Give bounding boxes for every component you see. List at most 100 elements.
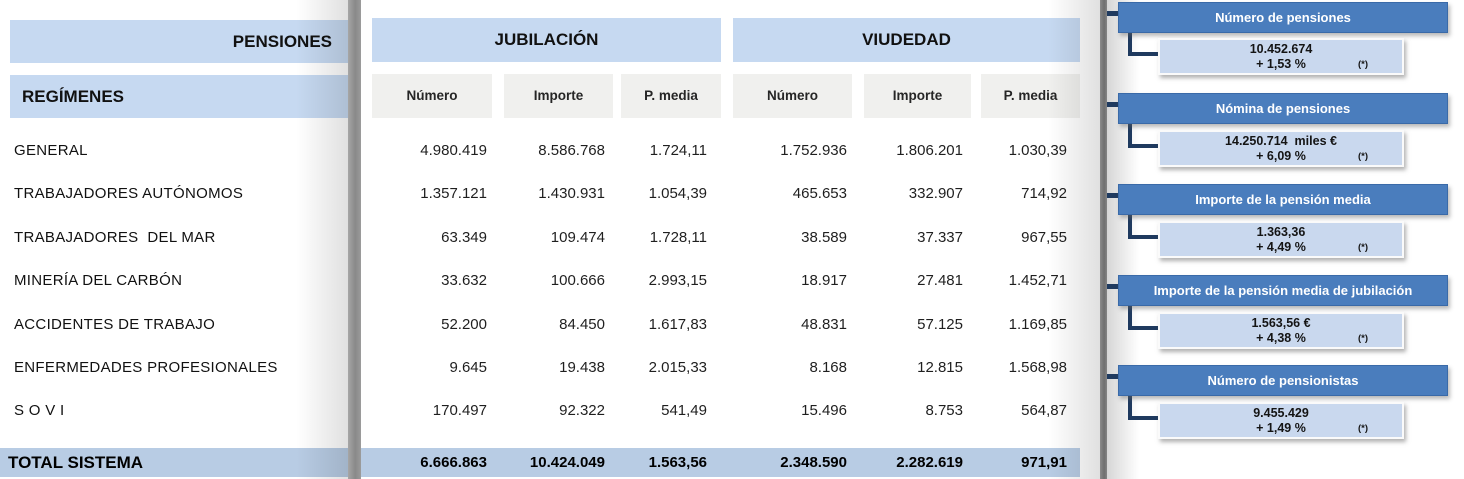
connector-elbow-horizontal <box>1128 52 1158 56</box>
summary-panel-title: Importe de la pensión media de jubilació… <box>1118 275 1448 306</box>
table-cell: 564,87 <box>1021 402 1067 420</box>
total-row-band-left <box>0 448 348 477</box>
connector-elbow-vertical <box>1128 305 1132 330</box>
table-cell: 1.724,11 <box>649 142 707 159</box>
total-row-band-middle <box>361 448 1080 477</box>
table-cell: 63.349 <box>441 228 487 246</box>
table-cell: 1.617,83 <box>648 315 707 333</box>
table-cell: 92.322 <box>559 402 605 420</box>
table-cell: 2.993,15 <box>648 272 707 290</box>
summary-footnote: (*) <box>1357 423 1368 434</box>
summary-change: + 4,49 % <box>1256 240 1306 254</box>
connector-stub <box>1102 11 1119 16</box>
summary-value-box: 14.250.714 miles € + 6,09 % (*) <box>1158 130 1404 167</box>
table-cell: 1.030,39 <box>1008 142 1067 159</box>
total-cell: 2.282.619 <box>896 454 963 471</box>
summary-panel-title: Nómina de pensiones <box>1118 93 1448 124</box>
connector-elbow-horizontal <box>1128 326 1158 330</box>
summary-value-box: 1.363,36 + 4,49 % (*) <box>1158 221 1404 258</box>
summary-value: 14.250.714 miles € <box>1225 134 1337 148</box>
table-cell: 1.806.201 <box>896 142 963 159</box>
group-header-viudedad: VIUDEDAD <box>733 18 1080 62</box>
total-row-label: TOTAL SISTEMA <box>8 453 144 472</box>
table-cell: 1.752.936 <box>780 142 847 159</box>
table-cell: 170.497 <box>432 402 487 420</box>
connector-stub <box>1102 102 1119 107</box>
summary-panel-title: Número de pensiones <box>1118 2 1448 33</box>
connector-elbow-vertical <box>1128 395 1132 420</box>
table-cell: 100.666 <box>550 272 605 290</box>
connector-elbow-horizontal <box>1128 144 1158 148</box>
table-cell: 27.481 <box>917 272 963 290</box>
row-label: GENERAL <box>14 142 88 159</box>
summary-value: 1.363,36 <box>1256 225 1306 239</box>
table-cell: 38.589 <box>801 228 847 246</box>
summary-value-box: 1.563,56 € + 4,38 % (*) <box>1158 312 1404 349</box>
table-cell: 33.632 <box>441 272 487 290</box>
table-cell: 48.831 <box>801 315 847 333</box>
column-header: Importe <box>864 74 971 118</box>
summary-value: 9.455.429 <box>1253 406 1309 420</box>
pane-divider-right <box>1100 0 1107 479</box>
summary-panel-title: Importe de la pensión media <box>1118 184 1448 215</box>
table-cell: 2.015,33 <box>648 359 707 376</box>
table-cell: 57.125 <box>917 315 963 333</box>
table-cell: 18.917 <box>801 272 847 290</box>
summary-value-box: 10.452.674 + 1,53 % (*) <box>1158 38 1404 75</box>
summary-change: + 1,49 % <box>1256 421 1306 435</box>
summary-footnote: (*) <box>1357 151 1368 162</box>
total-cell: 2.348.590 <box>780 454 847 471</box>
connector-stub <box>1102 193 1119 198</box>
table-cell: 541,49 <box>661 402 707 420</box>
row-label: MINERÍA DEL CARBÓN <box>14 272 183 290</box>
connector-elbow-horizontal <box>1128 416 1158 420</box>
table-cell: 1.452,71 <box>1008 272 1067 290</box>
table-cell: 84.450 <box>559 315 605 333</box>
table-cell: 1.430.931 <box>538 185 605 203</box>
connector-stub <box>1102 284 1119 289</box>
table-cell: 1.728,11 <box>649 228 707 246</box>
summary-change: + 4,38 % <box>1256 331 1306 345</box>
connector-elbow-horizontal <box>1128 235 1158 239</box>
table-cell: 332.907 <box>908 185 963 203</box>
column-header: Número <box>733 74 852 118</box>
total-cell: 6.666.863 <box>420 454 487 471</box>
row-label: S O V I <box>14 402 65 420</box>
table-cell: 1.169,85 <box>1008 315 1067 333</box>
table-cell: 109.474 <box>550 228 605 246</box>
sidebar-shadow <box>1107 0 1139 479</box>
table-cell: 714,92 <box>1021 185 1067 203</box>
table-cell: 37.337 <box>917 228 963 246</box>
left-pane-shadow <box>296 0 348 479</box>
row-label: TRABAJADORES AUTÓNOMOS <box>14 185 244 203</box>
table-cell: 15.496 <box>801 402 847 420</box>
summary-change: + 6,09 % <box>1256 149 1306 163</box>
table-cell: 967,55 <box>1021 228 1067 246</box>
summary-footnote: (*) <box>1357 242 1368 253</box>
group-header-jubilacion: JUBILACIÓN <box>372 18 721 62</box>
table-cell: 12.815 <box>917 359 963 376</box>
row-label: TRABAJADORES DEL MAR <box>14 228 216 246</box>
table-cell: 8.168 <box>809 359 847 376</box>
summary-value-box: 9.455.429 + 1,49 % (*) <box>1158 402 1404 439</box>
table-cell: 8.586.768 <box>538 142 605 159</box>
table-cell: 19.438 <box>559 359 605 376</box>
table-cell: 465.653 <box>792 185 847 203</box>
table-cell: 8.753 <box>925 402 963 420</box>
total-cell: 971,91 <box>1021 454 1067 471</box>
connector-stub <box>1102 374 1119 379</box>
column-header: Número <box>372 74 492 118</box>
row-label: ENFERMEDADES PROFESIONALES <box>14 359 278 376</box>
table-cell: 4.980.419 <box>420 142 487 159</box>
total-cell: 1.563,56 <box>648 454 707 471</box>
summary-footnote: (*) <box>1357 59 1368 70</box>
pensiones-title: PENSIONES <box>10 20 348 63</box>
summary-footnote: (*) <box>1357 333 1368 344</box>
table-cell: 9.645 <box>449 359 487 376</box>
table-cell: 1.568,98 <box>1008 359 1067 376</box>
connector-elbow-vertical <box>1128 123 1132 148</box>
table-cell: 52.200 <box>441 315 487 333</box>
column-header: P. media <box>981 74 1080 118</box>
column-header: P. media <box>621 74 721 118</box>
pane-divider-left <box>348 0 361 479</box>
